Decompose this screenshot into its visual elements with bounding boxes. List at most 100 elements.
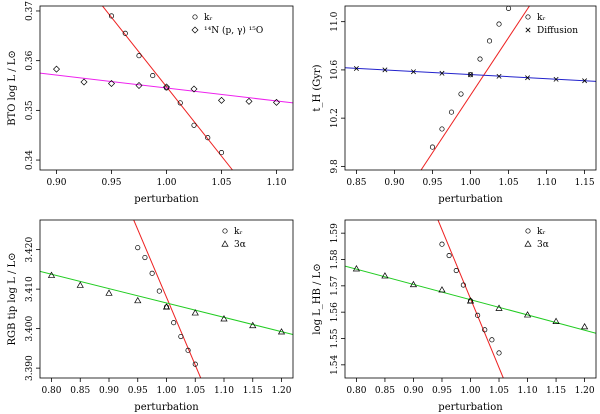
y-tick-label: 1.56 xyxy=(330,302,340,322)
x-tick-label: 1.20 xyxy=(271,386,291,396)
y-tick-label: 1.55 xyxy=(330,328,340,348)
fit-line-k_r xyxy=(420,6,530,170)
y-tick-label: 1.59 xyxy=(330,223,340,243)
y-tick-label: 0.37 xyxy=(25,1,35,21)
legend-label-k_r: kᵣ xyxy=(204,13,213,23)
data-point-Diffusion xyxy=(582,78,588,84)
data-point-3alpha xyxy=(580,322,589,330)
data-point-k_r xyxy=(136,53,142,59)
y-tick-label: 1.54 xyxy=(330,355,340,375)
x-tick-label: 1.05 xyxy=(185,386,205,396)
data-point-3alpha xyxy=(105,289,113,296)
data-point-14N(p,gamma)15O xyxy=(190,85,198,93)
data-point-k_r xyxy=(156,288,162,294)
data-point-k_r xyxy=(142,254,148,261)
y-axis-label: log L_HB / L⊙ xyxy=(312,263,323,334)
data-point-3alpha xyxy=(162,303,171,310)
legend-marker-k_r xyxy=(222,228,228,234)
x-tick-label: 0.90 xyxy=(46,178,66,188)
fit-line-14N(p,gamma)15O xyxy=(40,72,293,104)
legend-label-3alpha: 3α xyxy=(537,240,549,250)
x-tick-label: 1.10 xyxy=(537,178,557,188)
data-point-k_r xyxy=(135,245,141,251)
y-tick-label: 0.36 xyxy=(25,50,35,70)
x-tick-label: 1.00 xyxy=(156,386,176,396)
x-tick-label: 1.00 xyxy=(156,178,176,188)
x-tick-label: 1.00 xyxy=(460,178,480,188)
data-point-3alpha xyxy=(191,309,199,316)
fit-line-k_r xyxy=(133,220,202,378)
data-point-k_r xyxy=(448,109,455,115)
x-tick-label: 1.05 xyxy=(211,178,231,188)
plot-frame xyxy=(39,219,294,379)
x-tick-label: 0.95 xyxy=(101,178,121,188)
x-axis-label: perturbation xyxy=(134,402,199,413)
x-tick-label: 0.95 xyxy=(432,386,452,396)
chart-panel-3: 0.80 0.85 0.90 0.95 1.00 1.05 1.10 1.15 1.20 3.39… xyxy=(7,219,294,413)
data-point-3alpha xyxy=(466,297,475,304)
data-point-Diffusion xyxy=(525,75,531,81)
data-point-k_r xyxy=(218,150,225,156)
y-tick-label: 3.420 xyxy=(25,236,35,262)
data-point-3alpha xyxy=(220,315,228,322)
data-point-3alpha xyxy=(277,328,286,335)
legend-marker-k_r xyxy=(192,14,198,20)
legend-marker-k_r xyxy=(525,228,531,234)
y-axis-label: t_H (Gyr) xyxy=(312,64,323,111)
x-tick-label: 0.90 xyxy=(384,178,404,188)
legend-label-14N(p,gamma)15O: ¹⁴N (p, γ) ¹⁵O xyxy=(204,25,263,36)
data-point-k_r xyxy=(496,21,502,27)
data-point-k_r xyxy=(108,13,115,19)
x-tick-label: 0.95 xyxy=(422,178,442,188)
y-tick-label: 10.2 xyxy=(330,108,340,128)
data-point-Diffusion xyxy=(553,76,559,82)
data-point-k_r xyxy=(496,350,502,356)
x-tick-label: 1.05 xyxy=(489,386,509,396)
data-point-k_r xyxy=(446,253,452,259)
data-point-14N(p,gamma)15O xyxy=(80,78,88,86)
data-point-14N(p,gamma)15O xyxy=(53,65,60,73)
data-point-k_r xyxy=(477,56,483,62)
x-tick-label: 0.90 xyxy=(99,386,119,396)
data-point-3alpha xyxy=(134,296,142,304)
data-point-Diffusion xyxy=(439,70,445,76)
legend-marker-3alpha xyxy=(221,240,229,247)
legend-label-k_r: kᵣ xyxy=(234,227,243,237)
fit-line-k_r xyxy=(101,6,233,170)
legend-label-Diffusion: Diffusion xyxy=(537,26,578,36)
data-point-k_r xyxy=(486,38,493,44)
data-point-k_r xyxy=(192,361,198,367)
data-point-k_r xyxy=(178,333,184,340)
data-point-k_r xyxy=(505,5,512,11)
data-point-k_r xyxy=(122,30,128,36)
data-point-k_r xyxy=(467,72,474,78)
fit-line-k_r xyxy=(437,220,504,378)
x-tick-label: 0.85 xyxy=(375,386,395,396)
data-point-3alpha xyxy=(495,304,503,311)
y-tick-label: 3.400 xyxy=(25,315,35,341)
data-point-3alpha xyxy=(409,280,418,288)
data-point-k_r xyxy=(482,327,488,333)
data-point-3alpha xyxy=(552,317,560,324)
data-point-k_r xyxy=(439,126,445,132)
x-tick-label: 1.20 xyxy=(575,386,595,396)
y-tick-label: 1.57 xyxy=(330,276,340,296)
y-axis-label: BTO log L / L⊙ xyxy=(7,50,18,126)
legend-marker-Diffusion xyxy=(525,27,531,33)
data-point-k_r xyxy=(150,73,156,79)
data-point-Diffusion xyxy=(468,72,473,78)
data-point-k_r xyxy=(171,320,177,326)
y-tick-label: 0.35 xyxy=(25,100,35,120)
data-point-k_r xyxy=(458,91,464,97)
data-point-k_r xyxy=(205,135,211,141)
legend-marker-3alpha xyxy=(524,240,532,247)
data-point-3alpha xyxy=(249,321,257,329)
y-axis-label: RGB tip log L / L⊙ xyxy=(7,252,18,345)
data-point-Diffusion xyxy=(382,67,388,73)
data-point-k_r xyxy=(489,337,495,343)
legend-marker-14N(p,gamma)15O xyxy=(191,26,199,34)
x-tick-label: 1.05 xyxy=(499,178,519,188)
data-point-14N(p,gamma)15O xyxy=(135,82,143,90)
y-tick-label: 1.58 xyxy=(330,249,340,269)
